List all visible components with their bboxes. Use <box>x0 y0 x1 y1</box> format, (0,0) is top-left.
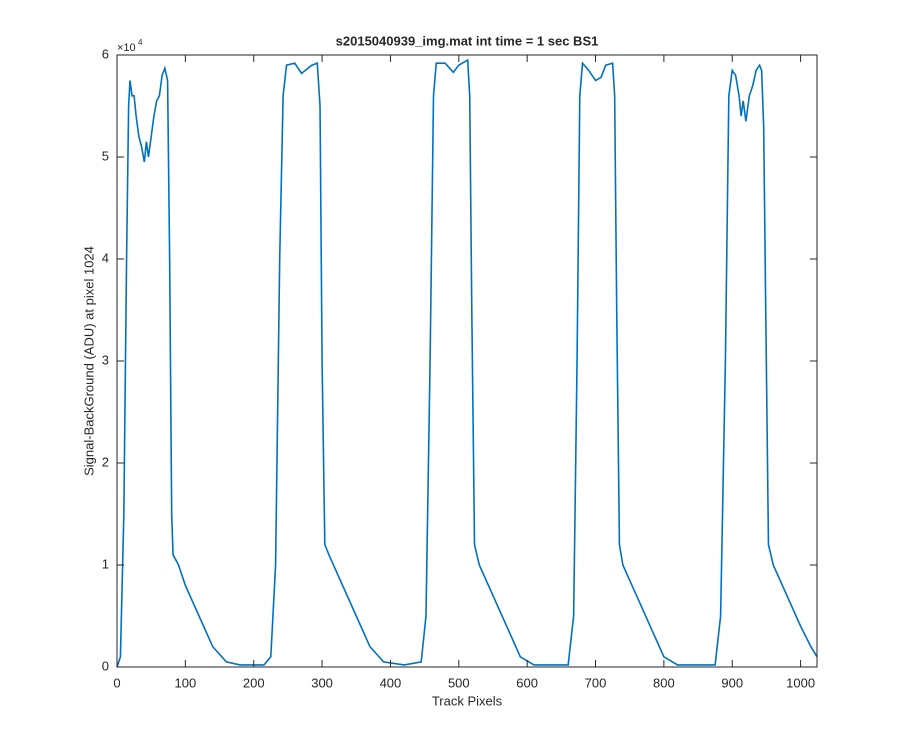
x-tick-label: 0 <box>113 675 120 690</box>
y-tick-label: 6 <box>102 46 109 61</box>
x-tick-label: 900 <box>721 675 743 690</box>
y-tick-label: 1 <box>102 556 109 571</box>
y-multiplier-exponent: 4 <box>138 38 143 47</box>
x-tick-label: 600 <box>516 675 538 690</box>
y-axis-label: Signal-BackGround (ADU) at pixel 1024 <box>81 246 96 476</box>
x-tick-label: 1000 <box>786 675 815 690</box>
x-tick-label: 200 <box>243 675 265 690</box>
y-tick-label: 4 <box>102 250 109 265</box>
x-tick-label: 700 <box>585 675 607 690</box>
y-tick-label: 2 <box>102 454 109 469</box>
x-tick-label: 300 <box>311 675 333 690</box>
x-tick-label: 800 <box>653 675 675 690</box>
x-axis-label: Track Pixels <box>432 693 503 708</box>
x-tick-label: 100 <box>175 675 197 690</box>
y-tick-label: 3 <box>102 352 109 367</box>
y-multiplier: ×10 <box>117 42 136 54</box>
x-tick-label: 400 <box>380 675 402 690</box>
y-tick-label: 0 <box>102 658 109 673</box>
chart-title: s2015040939_img.mat int time = 1 sec BS1 <box>336 33 599 48</box>
y-tick-label: 5 <box>102 148 109 163</box>
data-line <box>116 58 818 668</box>
x-tick-label: 500 <box>448 675 470 690</box>
